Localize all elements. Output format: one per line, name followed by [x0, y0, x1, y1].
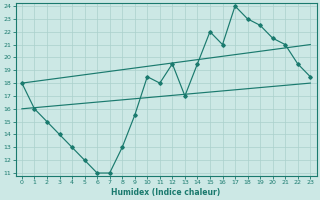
X-axis label: Humidex (Indice chaleur): Humidex (Indice chaleur)	[111, 188, 221, 197]
